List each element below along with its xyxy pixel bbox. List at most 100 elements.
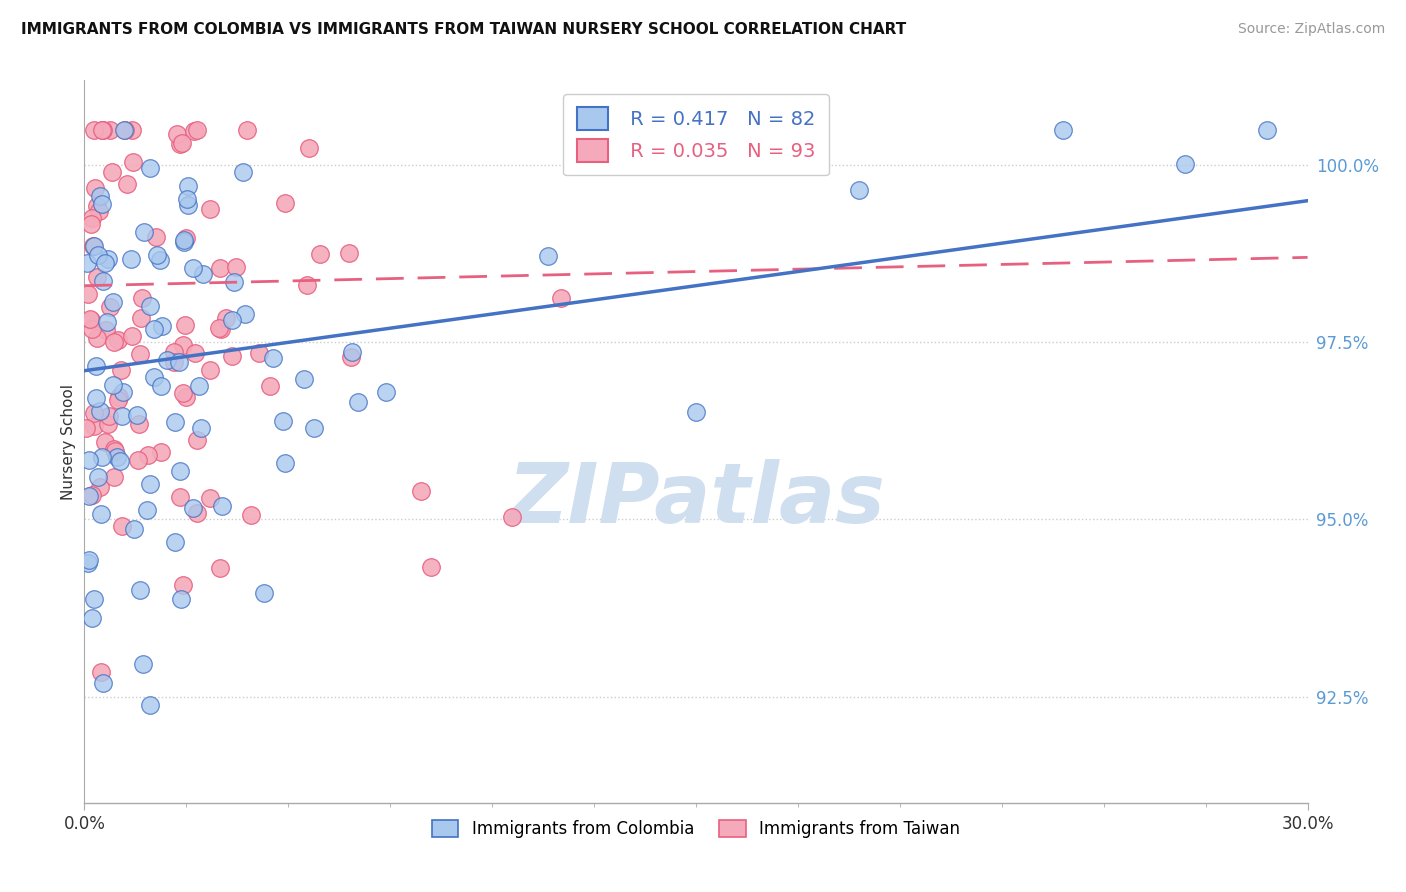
Point [131, 291, 153, 305]
Point [176, 192, 198, 206]
Point [170, 592, 193, 607]
Point [82, 238, 104, 252]
Point [98, 300, 121, 314]
Point [89, 403, 111, 417]
Point [86, 269, 108, 284]
Point [183, 124, 205, 138]
Point [181, 260, 204, 275]
Point [112, 123, 135, 137]
Point [112, 385, 135, 400]
Point [537, 249, 560, 263]
Point [90, 665, 112, 679]
Point [167, 355, 190, 369]
Point [86, 470, 108, 484]
Point [79, 311, 101, 326]
Point [173, 233, 195, 247]
Point [84, 391, 107, 405]
Point [292, 372, 315, 386]
Point [190, 421, 212, 435]
Point [172, 338, 194, 352]
Point [121, 123, 143, 137]
Point [89, 188, 111, 202]
Point [96, 315, 118, 329]
Point [86, 248, 108, 262]
Point [209, 560, 232, 574]
Point [165, 415, 187, 429]
Point [172, 386, 194, 401]
Point [224, 275, 246, 289]
Point [347, 394, 370, 409]
Point [121, 328, 143, 343]
Point [169, 137, 191, 152]
Point [108, 390, 131, 404]
Point [94, 256, 117, 270]
Point [90, 507, 112, 521]
Point [198, 363, 221, 377]
Point [165, 535, 187, 549]
Point [83, 592, 105, 607]
Point [121, 154, 143, 169]
Point [97, 252, 120, 267]
Point [169, 490, 191, 504]
Point [274, 456, 297, 470]
Point [104, 444, 127, 458]
Point [82, 322, 104, 336]
Point [83, 419, 105, 434]
Point [91, 676, 114, 690]
Point [80, 217, 103, 231]
Point [110, 363, 132, 377]
Point [166, 128, 188, 142]
Point [225, 260, 247, 275]
Point [135, 503, 157, 517]
Point [128, 582, 150, 597]
Point [685, 405, 707, 419]
Point [309, 247, 332, 261]
Legend: Immigrants from Colombia, Immigrants from Taiwan: Immigrants from Colombia, Immigrants fro… [425, 814, 967, 845]
Point [409, 483, 432, 498]
Point [115, 177, 138, 191]
Point [94, 434, 117, 449]
Point [181, 500, 204, 515]
Point [172, 578, 194, 592]
Point [107, 392, 129, 407]
Point [337, 246, 360, 260]
Point [129, 310, 152, 325]
Point [848, 183, 870, 197]
Point [262, 351, 284, 365]
Point [77, 557, 100, 571]
Point [86, 199, 108, 213]
Point [91, 197, 114, 211]
Point [550, 291, 572, 305]
Point [103, 442, 125, 457]
Point [90, 123, 112, 137]
Point [173, 235, 195, 250]
Point [198, 491, 221, 505]
Point [103, 294, 125, 309]
Point [146, 248, 169, 262]
Point [420, 559, 443, 574]
Point [1256, 123, 1278, 137]
Point [176, 231, 198, 245]
Point [114, 123, 136, 137]
Point [82, 611, 104, 625]
Point [247, 345, 270, 359]
Point [150, 444, 173, 458]
Point [80, 211, 103, 225]
Point [76, 287, 98, 301]
Point [97, 409, 120, 423]
Y-axis label: Nursery School: Nursery School [60, 384, 76, 500]
Point [186, 123, 208, 137]
Point [1052, 123, 1074, 137]
Point [170, 136, 193, 150]
Point [174, 390, 197, 404]
Point [139, 299, 162, 313]
Point [193, 268, 215, 282]
Point [105, 450, 128, 464]
Point [562, 123, 585, 137]
Point [82, 488, 104, 502]
Point [107, 333, 129, 347]
Point [295, 278, 318, 293]
Point [87, 204, 110, 219]
Point [122, 523, 145, 537]
Point [163, 345, 186, 359]
